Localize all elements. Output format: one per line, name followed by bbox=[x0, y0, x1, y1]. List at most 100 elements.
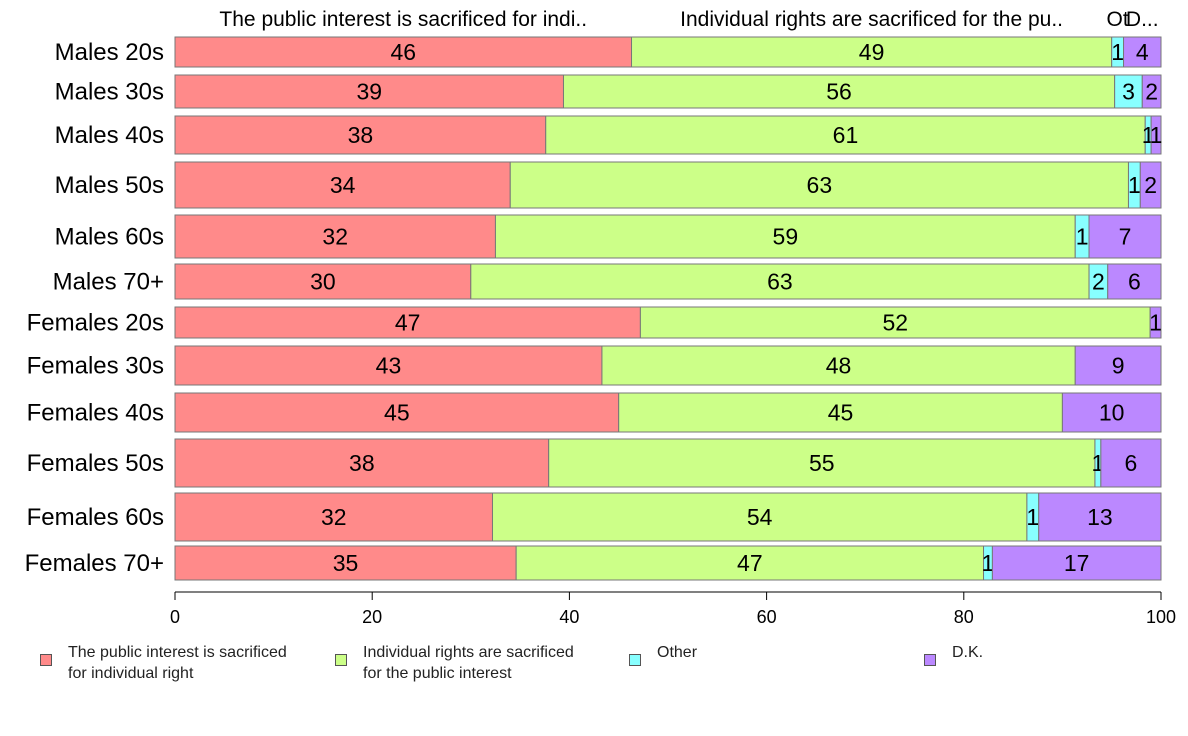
legend-swatch-purple bbox=[924, 654, 936, 666]
bar-segment-public-interest bbox=[174, 115, 547, 155]
chart-legend: The public interest is sacrificed for in… bbox=[0, 636, 1188, 696]
value-label-other: 1 bbox=[1111, 39, 1124, 65]
bar-segment-dk bbox=[1141, 74, 1162, 109]
bar-segment-individual-rights bbox=[509, 161, 1129, 209]
category-label: Females 70+ bbox=[25, 550, 164, 577]
value-label-dk: 13 bbox=[1087, 504, 1113, 530]
value-label-public-interest: 43 bbox=[376, 353, 402, 379]
legend-item-other: Other bbox=[629, 642, 697, 666]
value-label-individual-rights: 45 bbox=[828, 400, 854, 426]
legend-item-individual-rights: Individual rights are sacrificed for the… bbox=[335, 642, 574, 684]
legend-swatch-green bbox=[335, 654, 347, 666]
value-label-dk: 10 bbox=[1099, 400, 1125, 426]
bar-segment-dk bbox=[1107, 263, 1162, 300]
value-label-other: 1 bbox=[1128, 172, 1141, 198]
bar-segment-individual-rights bbox=[548, 438, 1096, 488]
legend-label-other: Other bbox=[657, 644, 698, 661]
value-label-other: 2 bbox=[1092, 269, 1105, 295]
bar-segment-individual-rights bbox=[470, 263, 1090, 300]
bar-segment-dk bbox=[1061, 392, 1162, 433]
bar-segment-public-interest bbox=[174, 545, 517, 581]
value-label-public-interest: 46 bbox=[390, 39, 416, 65]
x-tick-label: 80 bbox=[954, 607, 974, 627]
value-label-other: 1 bbox=[1076, 224, 1089, 250]
bar-segment-dk bbox=[1088, 214, 1162, 259]
value-label-individual-rights: 47 bbox=[737, 550, 763, 576]
value-label-individual-rights: 63 bbox=[807, 172, 833, 198]
legend-item-public-interest: The public interest is sacrificed for in… bbox=[40, 642, 287, 684]
bar-segment-dk bbox=[1150, 115, 1162, 155]
bar-segment-individual-rights bbox=[515, 545, 985, 581]
value-label-dk: 2 bbox=[1145, 79, 1158, 105]
value-label-public-interest: 38 bbox=[349, 450, 375, 476]
bar-segment-public-interest bbox=[174, 345, 603, 386]
bar-segment-public-interest bbox=[174, 492, 493, 542]
series-top-label-other: Ot bbox=[1107, 8, 1129, 31]
value-label-individual-rights: 52 bbox=[882, 310, 908, 336]
value-label-other: 1 bbox=[982, 550, 995, 576]
bar-segment-individual-rights bbox=[562, 74, 1116, 109]
value-label-dk: 6 bbox=[1128, 269, 1141, 295]
bar-segment-dk bbox=[1100, 438, 1162, 488]
category-label: Males 50s bbox=[55, 172, 164, 199]
bar-segment-individual-rights bbox=[491, 492, 1028, 542]
bar-segment-dk bbox=[1074, 345, 1162, 386]
chart-plot: The public interest is sacrificed for in… bbox=[25, 8, 1176, 627]
category-label: Males 60s bbox=[55, 224, 164, 251]
value-label-individual-rights: 49 bbox=[859, 39, 885, 65]
bar-segment-individual-rights bbox=[545, 115, 1146, 155]
bar-segment-dk bbox=[991, 545, 1162, 581]
series-top-label-individual-rights: Individual rights are sacrificed for the… bbox=[680, 8, 1063, 31]
bar-segment-public-interest bbox=[174, 392, 620, 433]
value-label-public-interest: 39 bbox=[356, 79, 382, 105]
value-label-public-interest: 32 bbox=[321, 504, 347, 530]
value-label-public-interest: 30 bbox=[310, 269, 336, 295]
value-label-dk: 4 bbox=[1136, 39, 1149, 65]
bar-segment-individual-rights bbox=[639, 306, 1151, 339]
category-label: Females 30s bbox=[27, 353, 164, 380]
value-label-dk: 1 bbox=[1149, 310, 1162, 336]
x-tick-label: 20 bbox=[362, 607, 382, 627]
bar-segment-other bbox=[1114, 74, 1143, 109]
legend-label-public-interest: The public interest is sacrificed for in… bbox=[68, 644, 287, 682]
value-label-dk: 1 bbox=[1150, 122, 1163, 148]
value-label-public-interest: 45 bbox=[384, 400, 410, 426]
category-label: Males 40s bbox=[55, 122, 164, 149]
bar-segment-dk bbox=[1149, 306, 1162, 339]
category-label: Males 20s bbox=[55, 39, 164, 66]
value-label-public-interest: 38 bbox=[348, 122, 374, 148]
value-label-dk: 7 bbox=[1119, 224, 1132, 250]
value-label-dk: 2 bbox=[1144, 172, 1157, 198]
x-tick-label: 0 bbox=[170, 607, 180, 627]
legend-item-dk: D.K. bbox=[924, 642, 983, 666]
value-label-other: 3 bbox=[1122, 79, 1135, 105]
value-label-other: 1 bbox=[1026, 504, 1039, 530]
bar-segment-public-interest bbox=[174, 263, 472, 300]
value-label-public-interest: 32 bbox=[322, 224, 348, 250]
bar-segment-public-interest bbox=[174, 214, 496, 259]
x-tick-label: 40 bbox=[559, 607, 579, 627]
value-label-individual-rights: 48 bbox=[826, 353, 852, 379]
category-label: Females 20s bbox=[27, 310, 164, 337]
category-label: Females 60s bbox=[27, 504, 164, 531]
x-tick-label: 60 bbox=[757, 607, 777, 627]
category-label: Females 40s bbox=[27, 400, 164, 427]
value-label-public-interest: 34 bbox=[330, 172, 356, 198]
value-label-individual-rights: 56 bbox=[826, 79, 852, 105]
bar-segment-individual-rights bbox=[631, 36, 1113, 68]
category-label: Males 30s bbox=[55, 79, 164, 106]
value-label-public-interest: 47 bbox=[395, 310, 421, 336]
value-label-individual-rights: 63 bbox=[767, 269, 793, 295]
value-label-public-interest: 35 bbox=[333, 550, 359, 576]
value-label-individual-rights: 59 bbox=[773, 224, 799, 250]
series-top-label-public-interest: The public interest is sacrificed for in… bbox=[219, 8, 587, 31]
bar-segment-public-interest bbox=[174, 74, 564, 109]
legend-label-dk: D.K. bbox=[952, 644, 984, 661]
x-tick-label: 100 bbox=[1146, 607, 1176, 627]
bar-segment-dk bbox=[1123, 36, 1162, 68]
legend-swatch-red bbox=[40, 654, 52, 666]
category-label: Females 50s bbox=[27, 450, 164, 477]
bar-segment-dk bbox=[1038, 492, 1162, 542]
series-top-label-dk: D... bbox=[1126, 8, 1159, 31]
